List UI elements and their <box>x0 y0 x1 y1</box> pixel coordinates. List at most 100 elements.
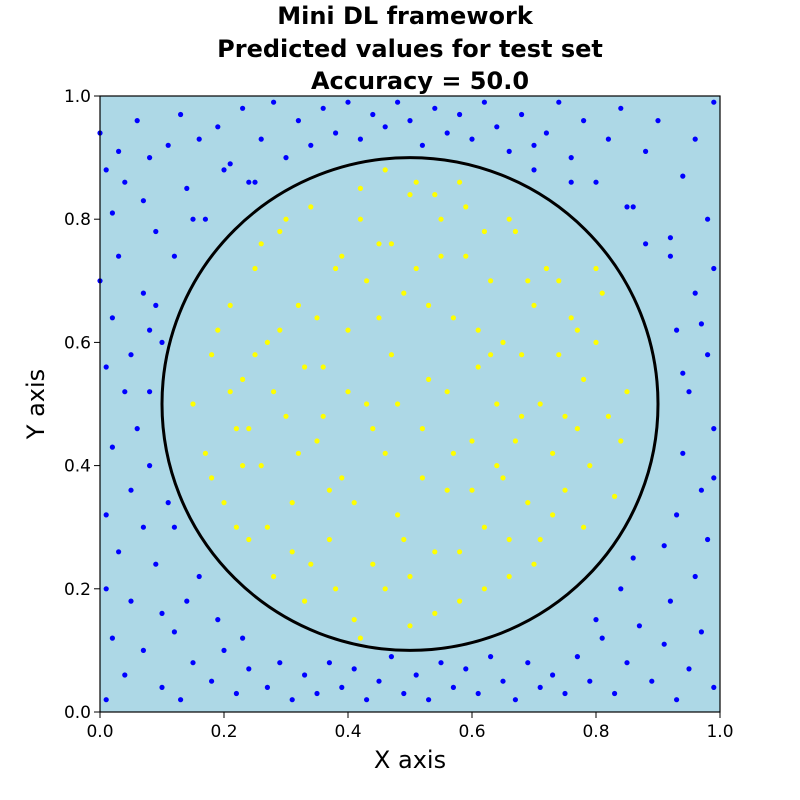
data-point <box>674 327 680 333</box>
data-point <box>122 389 128 395</box>
data-point <box>376 241 382 247</box>
data-point <box>711 684 717 691</box>
data-point <box>345 327 351 333</box>
data-point <box>302 672 308 678</box>
data-point <box>357 635 363 641</box>
data-point <box>289 500 295 506</box>
data-point <box>574 426 581 432</box>
data-point <box>506 573 512 580</box>
data-point <box>512 438 519 444</box>
data-point <box>581 376 587 382</box>
x-tick-label: 0.4 <box>334 722 361 742</box>
data-point <box>500 475 506 481</box>
data-point <box>357 216 363 222</box>
data-point <box>407 573 413 580</box>
data-point <box>525 278 531 284</box>
data-point <box>227 389 233 395</box>
data-point <box>500 339 506 345</box>
data-point <box>258 241 264 247</box>
data-point <box>494 124 500 130</box>
data-point <box>661 641 667 647</box>
data-point <box>382 586 388 592</box>
data-point <box>395 401 401 407</box>
data-point <box>550 672 556 678</box>
data-point <box>444 130 450 136</box>
data-point <box>519 413 525 419</box>
data-point <box>240 635 246 641</box>
data-point <box>624 389 630 395</box>
data-point <box>562 690 568 697</box>
data-point <box>153 228 159 235</box>
data-point <box>140 290 146 296</box>
data-point <box>153 302 159 308</box>
data-point <box>587 678 593 684</box>
data-point <box>519 111 525 118</box>
data-point <box>264 524 270 530</box>
data-point <box>562 487 568 493</box>
data-point <box>500 678 506 684</box>
data-point <box>326 487 332 493</box>
data-point <box>382 124 388 130</box>
data-point <box>667 253 674 259</box>
data-point <box>364 697 370 703</box>
data-point <box>171 629 177 635</box>
data-point <box>494 463 500 469</box>
data-point <box>674 512 680 518</box>
data-point <box>612 493 618 499</box>
data-point <box>506 216 512 222</box>
data-point <box>196 573 202 580</box>
data-point <box>246 426 252 432</box>
data-point <box>568 155 574 161</box>
data-point <box>320 364 326 370</box>
data-point <box>599 635 605 641</box>
x-tick-label: 0.6 <box>458 722 485 742</box>
data-point <box>444 389 450 395</box>
data-point <box>333 586 339 592</box>
data-point <box>444 487 450 493</box>
data-point <box>469 438 475 444</box>
data-point <box>140 198 146 204</box>
data-point <box>419 475 425 481</box>
data-point <box>351 666 357 672</box>
y-tick-label: 1.0 <box>64 87 91 107</box>
data-point <box>692 290 698 296</box>
data-point <box>128 598 134 604</box>
data-point <box>333 265 339 272</box>
data-point <box>698 487 705 493</box>
data-point <box>450 315 456 321</box>
data-point <box>178 697 184 703</box>
data-point <box>692 573 698 580</box>
data-point <box>413 265 419 272</box>
data-point <box>351 500 357 506</box>
data-point <box>481 586 487 592</box>
data-point <box>190 401 196 407</box>
data-point <box>469 487 475 493</box>
data-point <box>178 111 184 118</box>
data-point <box>215 124 221 130</box>
data-point <box>209 475 215 481</box>
data-point <box>457 549 463 555</box>
data-point <box>277 660 283 666</box>
data-point <box>438 253 444 259</box>
data-point <box>103 697 109 703</box>
data-point <box>488 278 494 284</box>
data-point <box>233 426 239 432</box>
data-point <box>227 302 233 308</box>
data-point <box>345 389 351 395</box>
data-point <box>314 315 320 321</box>
data-point <box>252 265 258 272</box>
data-point <box>618 105 624 111</box>
data-point <box>698 321 705 327</box>
data-point <box>587 463 593 469</box>
data-point <box>376 315 382 321</box>
data-point <box>196 136 202 142</box>
data-point <box>190 216 196 222</box>
data-point <box>302 598 308 604</box>
data-point <box>605 413 612 419</box>
data-point <box>574 327 581 333</box>
data-point <box>209 352 215 358</box>
data-point <box>326 536 332 543</box>
data-point <box>109 210 115 216</box>
data-point <box>221 647 227 654</box>
data-point <box>308 142 314 148</box>
